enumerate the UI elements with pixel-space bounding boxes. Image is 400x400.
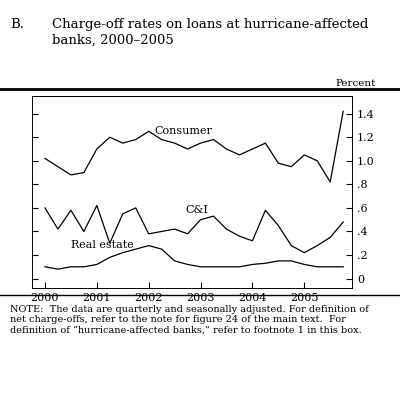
Text: Percent: Percent (336, 79, 376, 88)
Text: NOTE:  The data are quarterly and seasonally adjusted. For definition of
net cha: NOTE: The data are quarterly and seasona… (10, 305, 369, 335)
Text: Charge-off rates on loans at hurricane-affected
banks, 2000–2005: Charge-off rates on loans at hurricane-a… (52, 18, 368, 46)
Text: C&I: C&I (185, 205, 208, 215)
Text: Real estate: Real estate (71, 240, 134, 250)
Text: B.: B. (10, 18, 24, 31)
Text: Consumer: Consumer (154, 126, 212, 136)
